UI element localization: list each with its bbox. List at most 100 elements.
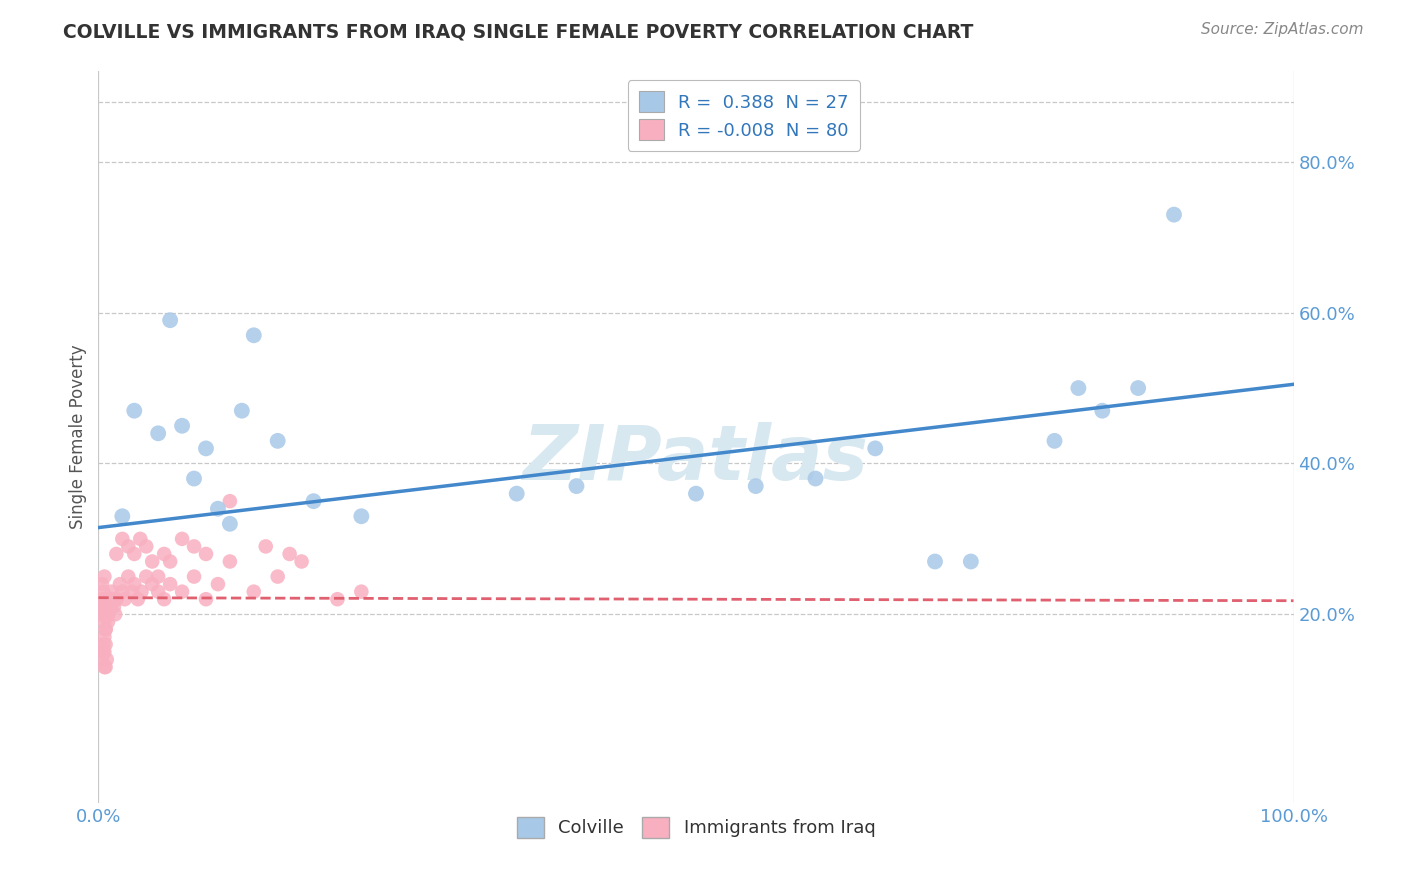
- Point: [91, 607, 114, 622]
- Point: [1067, 381, 1090, 395]
- Point: [207, 577, 229, 591]
- Point: [105, 592, 128, 607]
- Point: [148, 426, 170, 441]
- Point: [94, 623, 117, 637]
- Point: [254, 540, 277, 554]
- Point: [219, 516, 242, 531]
- Point: [506, 486, 529, 500]
- Point: [96, 592, 118, 607]
- Point: [93, 607, 115, 622]
- Point: [104, 607, 127, 622]
- Point: [91, 637, 114, 651]
- Point: [94, 660, 117, 674]
- Point: [121, 584, 143, 599]
- Point: [97, 607, 120, 622]
- Point: [91, 592, 114, 607]
- Text: Source: ZipAtlas.com: Source: ZipAtlas.com: [1201, 22, 1364, 37]
- Point: [100, 584, 122, 599]
- Point: [350, 509, 373, 524]
- Point: [96, 652, 118, 666]
- Point: [111, 509, 134, 524]
- Point: [219, 494, 242, 508]
- Point: [131, 584, 153, 599]
- Point: [97, 615, 120, 629]
- Point: [135, 540, 157, 554]
- Point: [103, 599, 125, 614]
- Point: [195, 442, 218, 456]
- Point: [291, 554, 314, 568]
- Point: [94, 623, 117, 637]
- Text: COLVILLE VS IMMIGRANTS FROM IRAQ SINGLE FEMALE POVERTY CORRELATION CHART: COLVILLE VS IMMIGRANTS FROM IRAQ SINGLE …: [63, 22, 973, 41]
- Point: [93, 660, 115, 674]
- Point: [183, 569, 205, 583]
- Point: [1163, 208, 1185, 222]
- Legend: Colville, Immigrants from Iraq: Colville, Immigrants from Iraq: [509, 810, 883, 845]
- Point: [302, 494, 325, 508]
- Point: [141, 554, 163, 568]
- Point: [91, 599, 114, 614]
- Point: [243, 328, 266, 343]
- Point: [159, 577, 181, 591]
- Point: [278, 547, 301, 561]
- Point: [94, 637, 117, 651]
- Point: [108, 577, 131, 591]
- Point: [148, 584, 170, 599]
- Point: [94, 592, 117, 607]
- Point: [96, 599, 118, 614]
- Point: [111, 532, 134, 546]
- Point: [183, 471, 205, 485]
- Point: [565, 479, 588, 493]
- Point: [326, 592, 349, 607]
- Point: [207, 501, 229, 516]
- Point: [93, 592, 115, 607]
- Point: [924, 554, 946, 568]
- Point: [1043, 434, 1066, 448]
- Point: [135, 569, 157, 583]
- Point: [172, 584, 194, 599]
- Point: [93, 645, 115, 659]
- Point: [98, 599, 122, 614]
- Point: [98, 599, 122, 614]
- Point: [105, 547, 128, 561]
- Point: [231, 403, 253, 417]
- Point: [124, 547, 146, 561]
- Point: [195, 592, 218, 607]
- Point: [117, 540, 139, 554]
- Point: [93, 615, 115, 629]
- Point: [93, 630, 115, 644]
- Point: [129, 532, 152, 546]
- Point: [804, 471, 827, 485]
- Point: [91, 577, 114, 591]
- Point: [114, 592, 136, 607]
- Y-axis label: Single Female Poverty: Single Female Poverty: [69, 345, 87, 529]
- Point: [97, 607, 120, 622]
- Point: [195, 547, 218, 561]
- Point: [172, 418, 194, 433]
- Point: [267, 434, 290, 448]
- Point: [93, 569, 115, 583]
- Point: [127, 592, 149, 607]
- Point: [243, 584, 266, 599]
- Point: [865, 442, 887, 456]
- Point: [124, 577, 146, 591]
- Point: [350, 584, 373, 599]
- Point: [98, 592, 121, 607]
- Point: [183, 540, 205, 554]
- Point: [172, 532, 194, 546]
- Point: [153, 547, 176, 561]
- Point: [101, 592, 124, 607]
- Point: [219, 554, 242, 568]
- Point: [96, 599, 118, 614]
- Point: [91, 584, 114, 599]
- Point: [91, 607, 114, 622]
- Point: [141, 577, 163, 591]
- Text: ZIPatlas: ZIPatlas: [523, 422, 869, 496]
- Point: [124, 403, 146, 417]
- Point: [159, 313, 181, 327]
- Point: [94, 599, 117, 614]
- Point: [1091, 403, 1114, 417]
- Point: [111, 584, 134, 599]
- Point: [91, 599, 114, 614]
- Point: [267, 569, 290, 583]
- Point: [105, 592, 128, 607]
